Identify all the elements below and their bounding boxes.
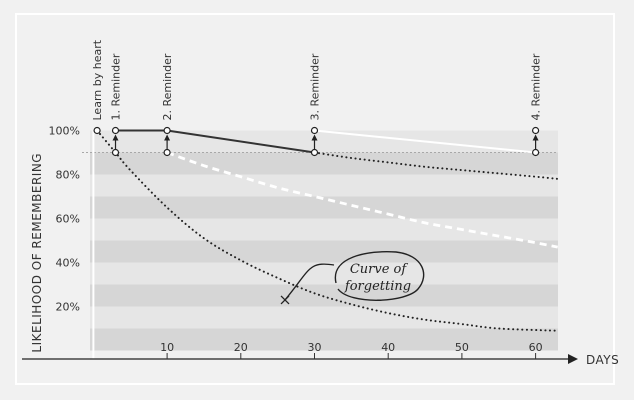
y-tick-label: 100% xyxy=(49,125,80,138)
reminder-arrowhead xyxy=(112,134,119,141)
reminder-arrowhead xyxy=(311,134,318,141)
event-label: 1. Reminder xyxy=(110,53,123,120)
event-point xyxy=(111,126,120,135)
point-before-reminder xyxy=(163,148,171,157)
reminder-arrowhead xyxy=(164,134,171,141)
event-label: Learn by heart xyxy=(91,39,104,120)
y-tick-label: 80% xyxy=(56,169,80,182)
background-band xyxy=(90,152,558,175)
background-band xyxy=(90,130,558,153)
x-tick-label: 50 xyxy=(455,341,469,354)
point-before-reminder xyxy=(111,148,120,157)
x-axis-label: DAYS xyxy=(586,353,619,367)
event-point xyxy=(163,126,171,135)
event-label: 3. Reminder xyxy=(309,53,322,120)
event-point xyxy=(310,126,319,135)
y-axis-label: LIKELIHOOD OF REMEMBERING xyxy=(30,153,44,353)
annotation-target-mark xyxy=(280,295,290,305)
background-band xyxy=(90,284,558,307)
series-line-4 xyxy=(313,129,537,154)
annotation-pointer xyxy=(284,263,335,301)
annotation-bubble xyxy=(334,250,425,301)
chart-frame xyxy=(15,13,615,385)
y-tick-label: 60% xyxy=(56,213,80,226)
annotation-text-line-2: forgetting xyxy=(344,279,411,294)
y-tick-label: 20% xyxy=(56,301,80,314)
background-band xyxy=(90,174,558,197)
x-tick-label: 40 xyxy=(381,341,395,354)
background-band xyxy=(90,262,558,285)
y-tick-label: 40% xyxy=(56,257,80,270)
x-tick-label: 20 xyxy=(234,341,248,354)
series-group xyxy=(96,129,559,332)
series-line-3 xyxy=(166,129,316,154)
background-band xyxy=(90,218,558,241)
point-before-reminder xyxy=(531,148,540,157)
event-label: 2. Reminder xyxy=(161,53,174,120)
event-label: 4. Reminder xyxy=(530,53,543,120)
event-point xyxy=(93,126,101,135)
x-tick-label: 30 xyxy=(308,341,322,354)
series-line-5 xyxy=(166,151,558,249)
background-bands xyxy=(90,130,558,351)
background-band xyxy=(90,196,558,219)
point-before-reminder xyxy=(310,148,319,157)
background-band xyxy=(90,306,558,329)
series-line-1 xyxy=(96,129,559,332)
background-band xyxy=(90,328,558,351)
reminder-arrowhead xyxy=(532,134,539,141)
event-point xyxy=(531,126,540,135)
x-axis-arrow xyxy=(568,354,578,364)
x-tick-label: 60 xyxy=(529,341,543,354)
background-band xyxy=(90,240,558,263)
x-tick-label: 10 xyxy=(160,341,174,354)
annotation-text-line-1: Curve of xyxy=(350,262,409,277)
